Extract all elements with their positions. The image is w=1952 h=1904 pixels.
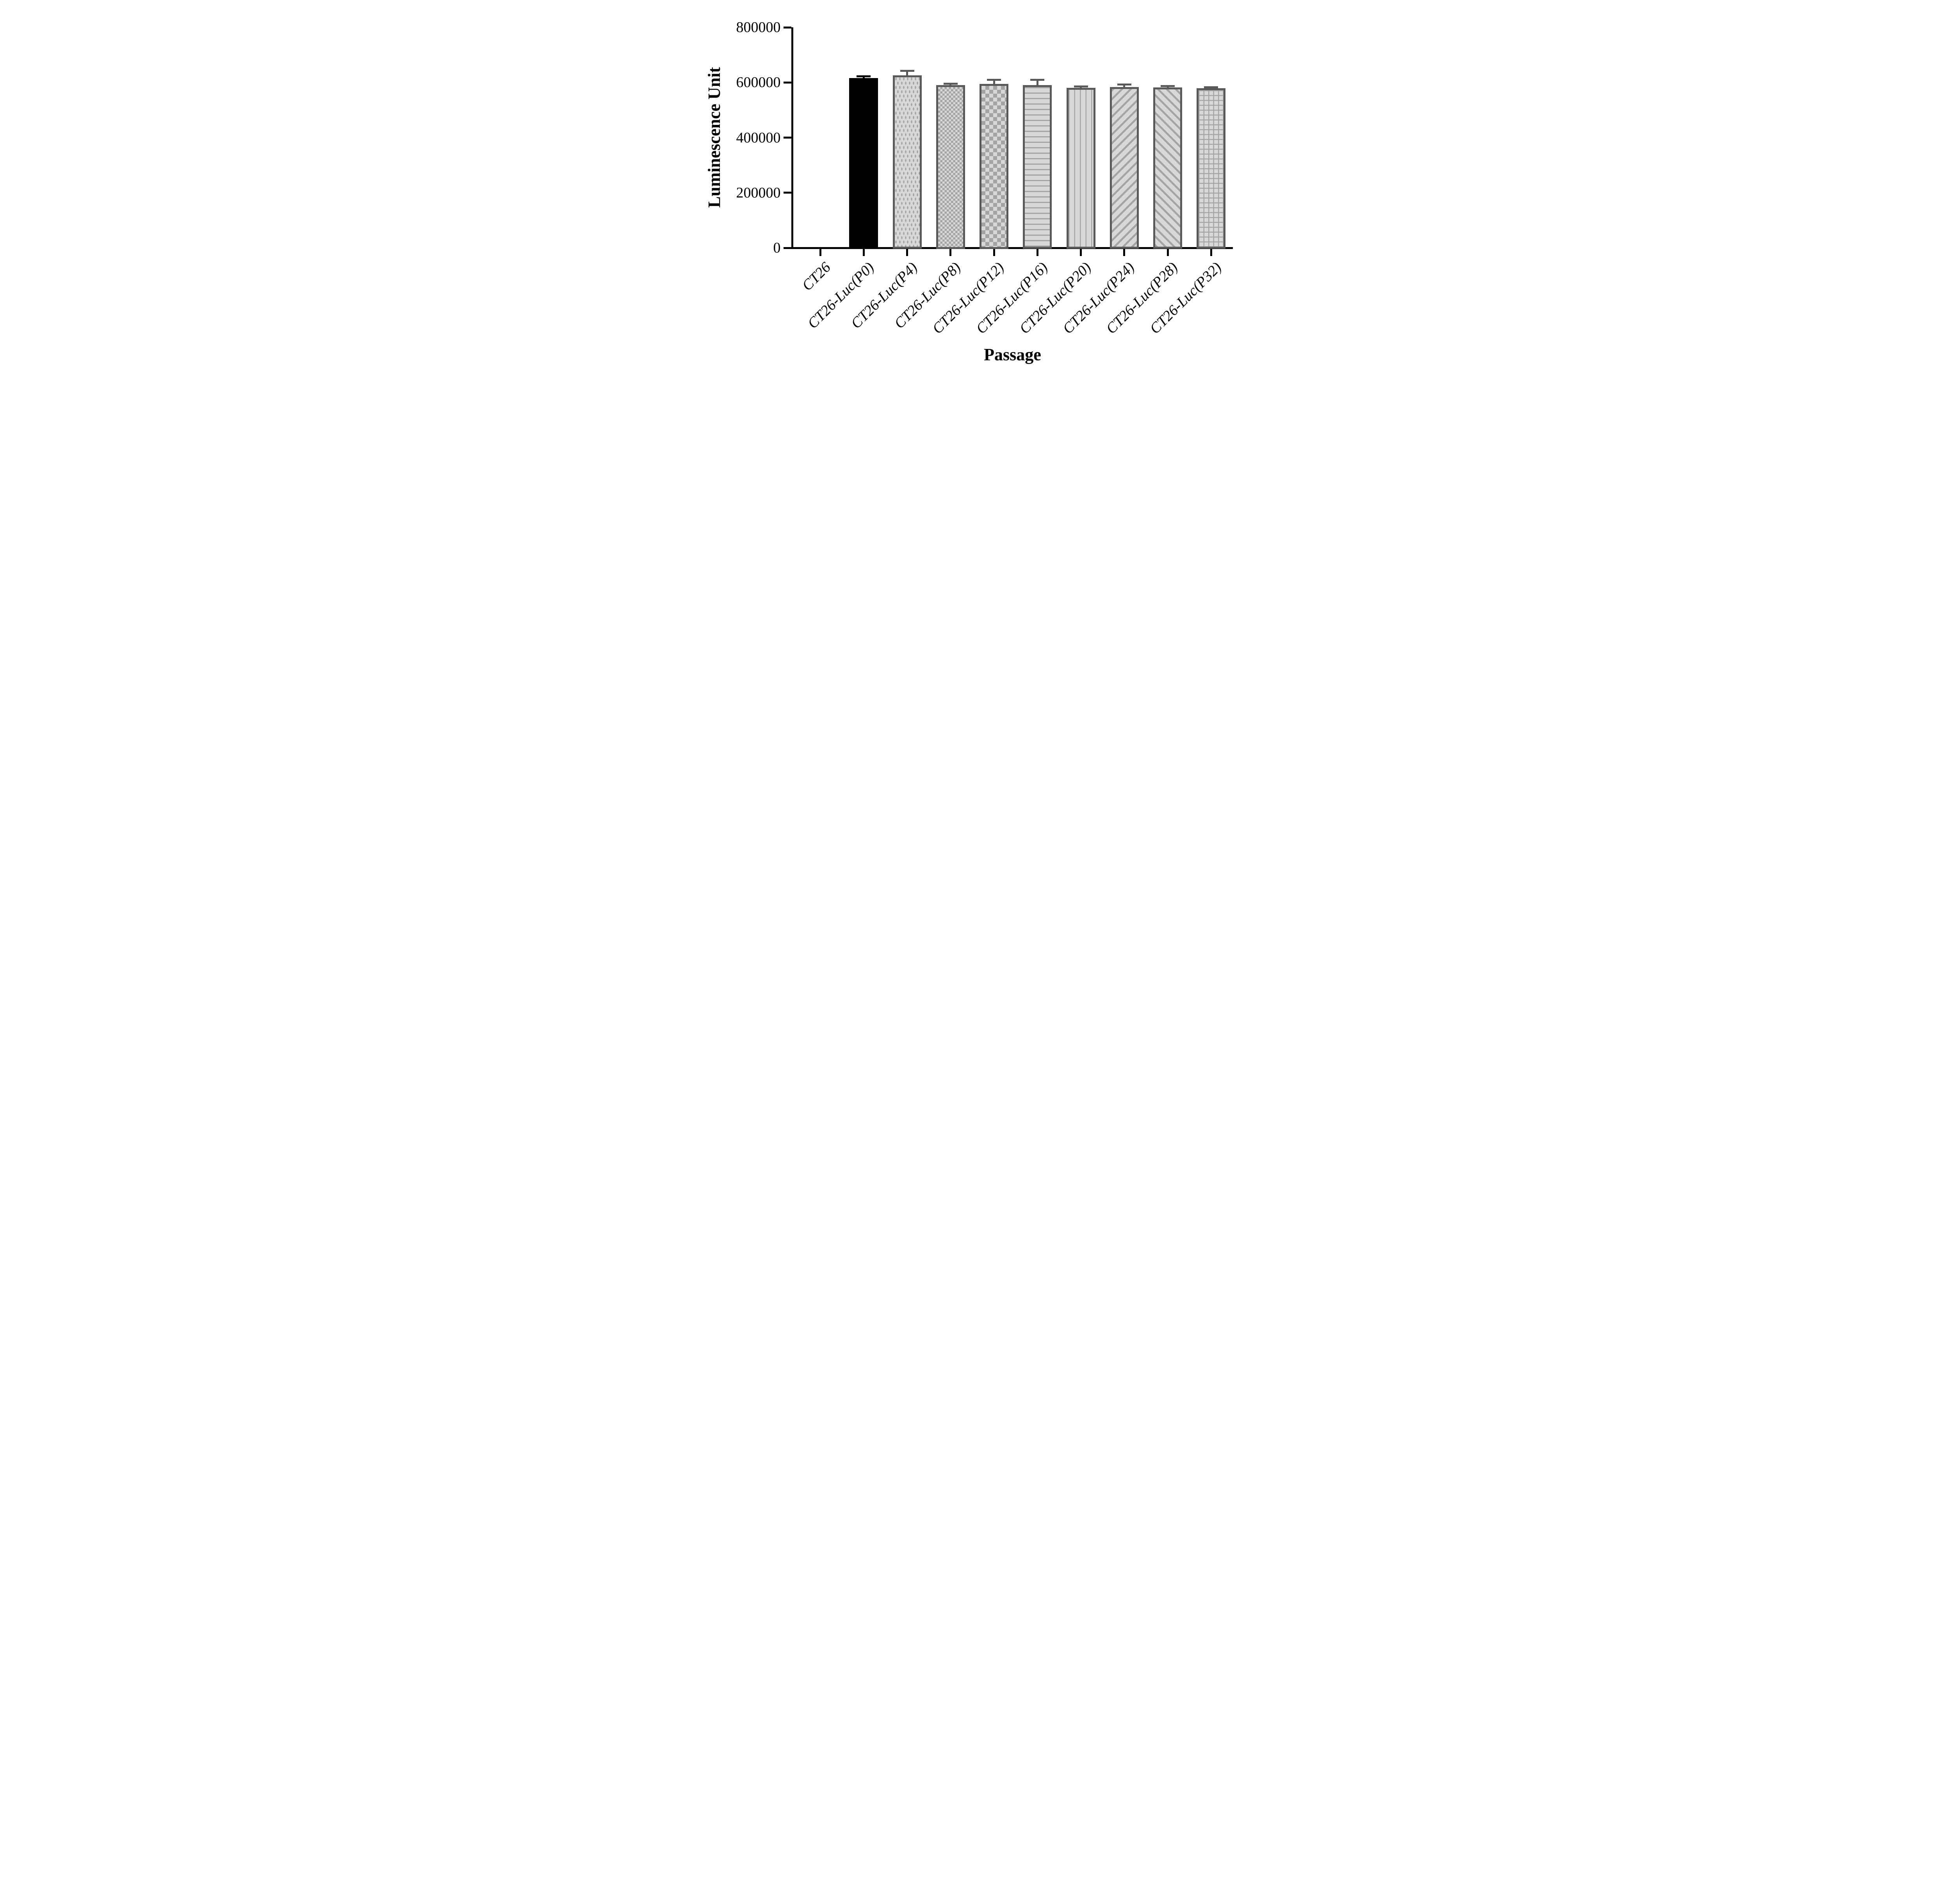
error-bar-cap xyxy=(987,78,1001,81)
bar-CT26-Luc(P12) xyxy=(980,84,1009,249)
error-bar-cap xyxy=(857,75,871,78)
error-bar-cap xyxy=(943,83,958,85)
bar-CT26-Luc(P8) xyxy=(936,85,965,249)
bar-CT26-Luc(P28) xyxy=(1153,87,1183,249)
bar-CT26-Luc(P32) xyxy=(1197,88,1226,249)
y-tick-label: 200000 xyxy=(736,184,781,201)
error-bar-line xyxy=(1123,84,1126,90)
y-tick xyxy=(784,247,791,249)
x-tick-label: CT26 xyxy=(799,259,834,294)
y-tick xyxy=(784,192,791,194)
error-bar-line xyxy=(1036,80,1038,87)
bar-CT26-Luc(P20) xyxy=(1066,87,1095,249)
y-tick xyxy=(784,137,791,139)
y-tick-label: 800000 xyxy=(736,19,781,36)
x-tick xyxy=(993,249,995,256)
bar-CT26-Luc(P4) xyxy=(892,75,922,249)
x-tick xyxy=(1036,249,1038,256)
x-tick xyxy=(1080,249,1082,256)
y-tick-label: 0 xyxy=(773,240,781,256)
x-tick xyxy=(862,249,865,256)
x-tick xyxy=(949,249,952,256)
error-bar-cap xyxy=(1161,85,1175,87)
x-axis-title: Passage xyxy=(984,345,1041,364)
x-tick xyxy=(1167,249,1169,256)
bar-CT26-Luc(P16) xyxy=(1023,85,1052,249)
error-bar-cap xyxy=(1204,86,1218,88)
y-tick-label: 600000 xyxy=(736,74,781,91)
x-tick xyxy=(906,249,908,256)
x-tick xyxy=(1123,249,1126,256)
y-tick xyxy=(784,26,791,28)
error-bar-cap xyxy=(1074,85,1088,87)
y-tick xyxy=(784,81,791,84)
error-bar-cap xyxy=(1117,83,1131,85)
y-axis-line xyxy=(791,27,793,248)
y-axis-title: Luminescence Unit xyxy=(704,67,724,208)
x-tick xyxy=(1210,249,1212,256)
bar-CT26-Luc(P0) xyxy=(849,78,878,249)
error-bar-line xyxy=(993,80,995,86)
y-tick-label: 400000 xyxy=(736,129,781,146)
bar-CT26-Luc(P24) xyxy=(1110,87,1139,249)
x-tick xyxy=(819,249,821,256)
error-bar-line xyxy=(906,71,908,78)
error-bar-cap xyxy=(900,70,914,72)
x-axis-line xyxy=(791,247,1233,249)
bar-chart-figure: Luminescence Unit Passage 0 200000 400000 6… xyxy=(695,0,1257,381)
error-bar-cap xyxy=(1030,79,1045,81)
